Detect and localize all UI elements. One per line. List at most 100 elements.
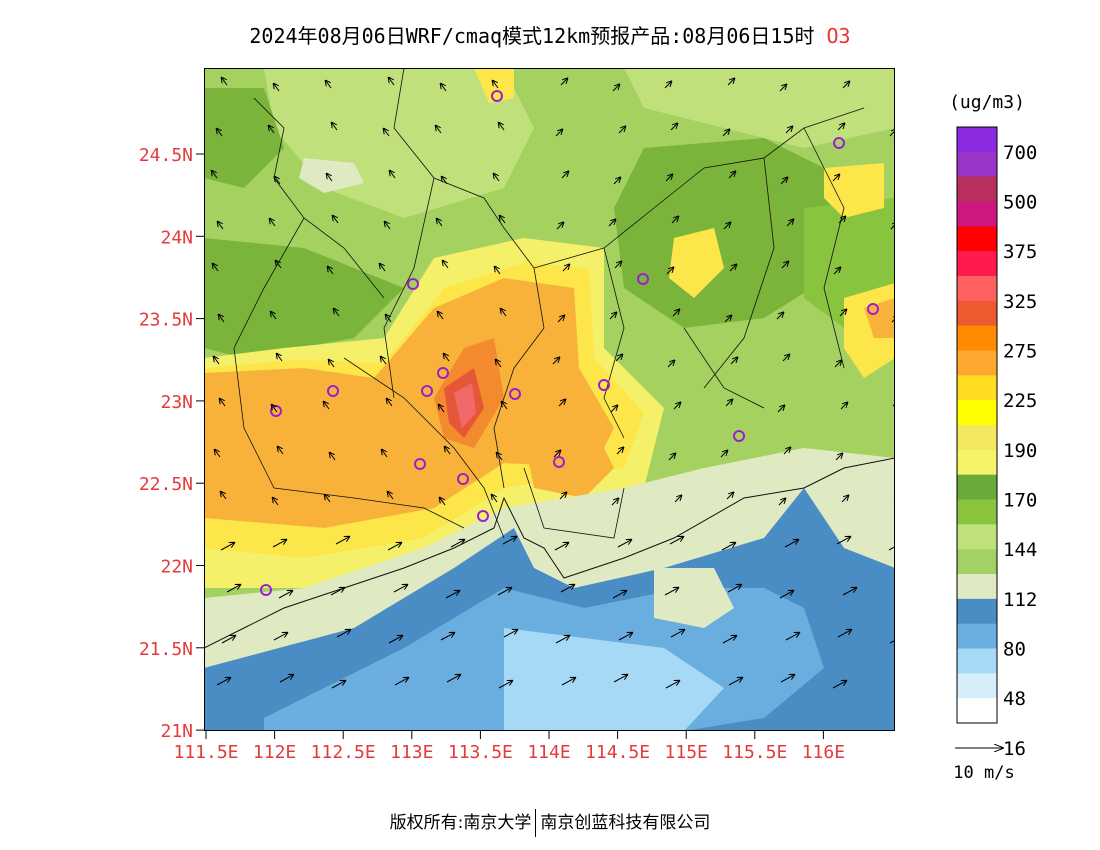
wind-arrow <box>889 639 895 644</box>
wind-arrow <box>841 496 848 503</box>
wind-arrow <box>444 354 450 362</box>
map-panel <box>204 68 895 731</box>
lon-tick-label: 116E <box>802 742 845 763</box>
city-marker-16 <box>477 510 489 522</box>
legend-label: 275 <box>1003 341 1037 363</box>
wind-arrow <box>332 123 338 131</box>
legend-swatch <box>957 549 997 575</box>
wind-arrow <box>722 636 736 644</box>
wind-arrow <box>560 585 574 593</box>
wind-arrow <box>888 546 895 551</box>
wind-arrow <box>674 496 681 503</box>
wind-arrow <box>335 537 349 545</box>
wind-arrow <box>666 268 673 275</box>
wind-arrow <box>786 220 793 227</box>
wind-arrow <box>727 79 734 86</box>
legend-label: 325 <box>1003 291 1037 313</box>
wind-arrow <box>393 585 407 593</box>
wind-arrow <box>440 633 454 641</box>
wind-arrow <box>326 81 332 89</box>
city-marker-2 <box>833 137 845 149</box>
wind-arrow <box>556 223 563 230</box>
wind-arrow <box>777 406 784 413</box>
wind-arrow <box>277 354 283 362</box>
wind-arrow <box>561 678 575 686</box>
wind-arrow <box>834 361 841 368</box>
wind-arrow <box>782 355 789 362</box>
wind-arrow <box>384 129 390 137</box>
wind-arrow <box>215 450 221 458</box>
wind-arrow <box>839 310 846 317</box>
city-marker-1 <box>491 90 503 102</box>
wind-arrow <box>274 84 280 92</box>
wind-arrow <box>613 675 627 683</box>
copyright-right: 南京创蓝科技有限公司 <box>540 813 711 833</box>
wind-arrow <box>330 588 344 596</box>
legend-swatch <box>957 648 997 674</box>
wind-arrow <box>838 217 845 224</box>
admin-boundaries <box>233 68 865 539</box>
wind-arrow <box>387 543 401 551</box>
wind-arrow <box>380 264 386 272</box>
city-marker-4 <box>637 273 649 285</box>
wind-arrow <box>390 171 396 179</box>
wind-arrow <box>784 540 798 548</box>
wind-arrow <box>670 124 677 131</box>
lon-tick-label: 111.5E <box>173 742 238 763</box>
wind-arrow <box>557 316 564 323</box>
legend-swatch <box>957 400 997 426</box>
wind-arrow <box>779 591 793 599</box>
city-marker-17 <box>260 584 272 596</box>
sea-light <box>504 628 724 731</box>
wind-arrow <box>497 453 503 461</box>
lat-tick-label: 24N <box>160 227 193 248</box>
wind-arrow <box>835 454 842 461</box>
wind-arrow <box>780 178 787 185</box>
longitude-axis: 111.5E 112E 112.5E 113E 113.5E 114E 114.5E 115E… <box>173 731 845 763</box>
wind-arrow <box>562 265 569 272</box>
wind-arrow <box>612 591 626 599</box>
legend-swatch <box>957 127 997 153</box>
wind-arrow <box>273 633 287 641</box>
wind-arrow <box>221 636 235 644</box>
lon-tick-label: 113.5E <box>448 742 513 763</box>
city-marker-5 <box>867 303 879 315</box>
wind-arrow <box>785 127 792 134</box>
lon-tick-label: 112.5E <box>311 742 376 763</box>
lat-tick-label: 21.5N <box>139 639 193 660</box>
legend-label: 225 <box>1003 390 1037 412</box>
title-text: 2024年08月06日WRF/cmaq模式12km预报产品:08月06日15时 <box>249 24 815 48</box>
city-marker-10 <box>598 379 610 391</box>
wind-arrow <box>728 678 742 686</box>
land-144-sw <box>204 238 404 358</box>
lon-tick-label: 114.5E <box>585 742 650 763</box>
sea-80-patch <box>654 568 734 628</box>
wind-arrow <box>493 81 499 89</box>
wind-arrow <box>498 681 512 689</box>
wind-arrow <box>330 453 336 461</box>
lon-tick-label: 113E <box>390 742 433 763</box>
wind-arrow <box>665 175 672 182</box>
lat-tick-label: 24.5N <box>139 145 193 166</box>
wind-arrow <box>730 358 737 365</box>
pollutant-label: O3 <box>826 24 851 48</box>
wind-arrow <box>325 495 331 503</box>
city-marker-14 <box>553 456 565 468</box>
wind-arrow <box>279 675 293 683</box>
wind-arrow <box>272 405 278 413</box>
city-marker-12 <box>733 430 745 442</box>
wind-arrow <box>842 82 849 89</box>
wind-arrow <box>275 177 281 185</box>
legend-swatch <box>957 201 997 227</box>
wind-arrow <box>216 678 230 686</box>
legend-swatch <box>957 425 997 451</box>
footer-separator <box>535 809 537 837</box>
wind-arrow <box>722 130 729 137</box>
wind-arrow <box>436 126 442 134</box>
wind-arrow <box>728 172 735 179</box>
wind-arrow <box>561 172 568 179</box>
legend-swatch <box>957 524 997 550</box>
wind-arrow <box>329 360 335 368</box>
wind-arrow <box>386 315 392 323</box>
map-title: 2024年08月06日WRF/cmaq模式12km预报产品:08月06日15时 O… <box>0 20 1100 49</box>
